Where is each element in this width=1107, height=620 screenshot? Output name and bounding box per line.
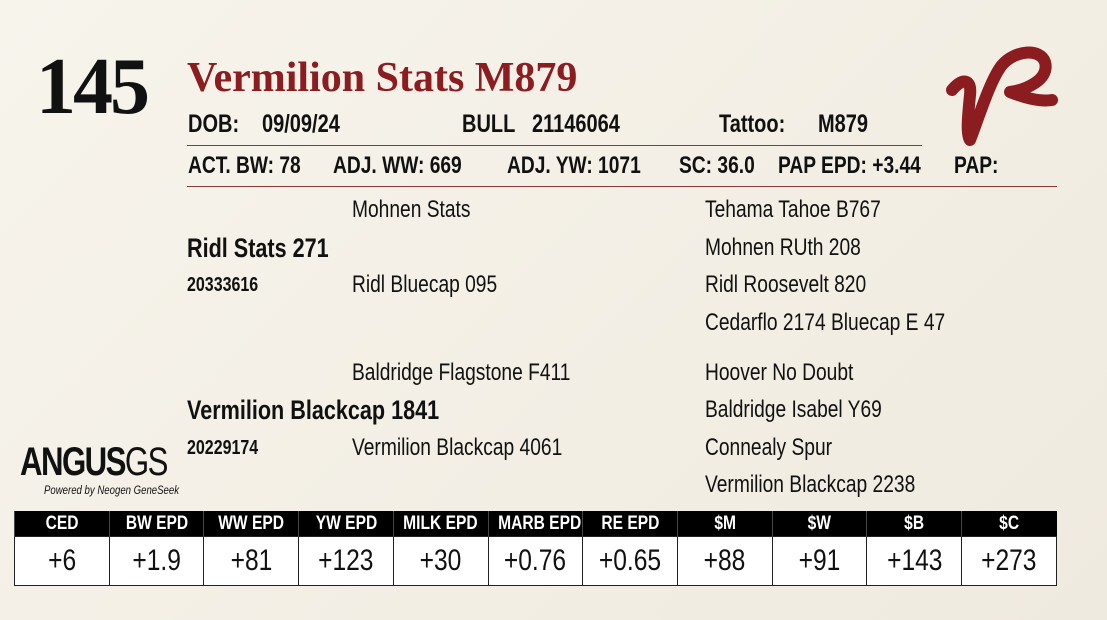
epd-header: $M [677,511,773,537]
rule [187,186,1057,187]
stat: SC: 36.0 [679,152,755,179]
epd-header: $B [866,511,962,537]
epd-table: CED BW EPD WW EPD YW EPD MILK EPD MARB EPD RE … [14,511,1057,586]
stat: ADJ. YW: 1071 [507,152,641,179]
lot-number: 145 [36,43,150,131]
sire-registration: 20333616 [187,274,259,296]
epd-header: BW EPD [108,511,204,537]
epd-value-text: +6 [47,544,76,577]
brand-mark [946,46,1058,146]
epd-header-text: MARB EPD [497,512,581,534]
epd-value: +81 [203,536,300,586]
sire-sire: Mohnen Stats [352,196,471,223]
logo: ANGUSGS [20,440,169,484]
epd-header-text: RE EPD [601,512,660,534]
epd-header-row: CED BW EPD WW EPD YW EPD MILK EPD MARB EPD RE … [14,511,1057,537]
epd-header: $C [961,511,1057,537]
epd-header: WW EPD [203,511,299,537]
epd-value-text: +273 [981,544,1037,577]
epd-header: RE EPD [582,511,678,537]
dam-registration: 20229174 [187,437,259,459]
epd-header-text: $C [999,512,1020,534]
epd-value-text: +1.9 [132,544,181,577]
epd-header-text: YW EPD [315,512,377,534]
epd-header: MILK EPD [392,511,489,537]
sire-dam: Ridl Bluecap 095 [352,271,498,298]
stat: PAP EPD: +3.44 [778,152,921,179]
dob: 09/09/24 [262,110,340,138]
epd-header: YW EPD [298,511,394,537]
grandparent: Tehama Tahoe B767 [705,196,881,223]
stat: PAP: [954,152,999,179]
epd-header-text: WW EPD [218,512,285,534]
epd-value: +0.76 [487,536,584,586]
logo-tagline: Powered by Neogen GeneSeek [44,483,180,497]
epd-value-row: +6 +1.9 +81 +123 +30 +0.76 +0.65 +88 +91 +143 +273 [14,536,1057,586]
grandparent: Cedarflo 2174 Bluecap E 47 [705,309,946,336]
logo-text: ANGUS [20,440,126,484]
dam: Vermilion Blackcap 1841 [187,395,440,425]
epd-value-text: +91 [798,544,841,577]
epd-header-text: $M [714,512,736,534]
epd-value: +143 [866,536,963,586]
grandparent: Mohnen RUth 208 [705,234,861,261]
epd-value-text: +30 [419,544,462,577]
epd-header-text: CED [45,512,79,534]
epd-value-text: +143 [886,544,943,577]
epd-value-text: +81 [230,544,273,577]
tattoo-label: Tattoo: [719,110,786,138]
epd-value: +273 [961,536,1057,586]
sex: BULL [462,110,516,138]
stat: ADJ. WW: 669 [333,152,462,179]
epd-value-text: +0.76 [504,544,567,577]
epd-value-text: +123 [318,544,374,577]
epd-header-text: $B [904,512,925,534]
dob-label: DOB: [188,110,240,138]
grandparent: Ridl Roosevelt 820 [705,271,867,298]
grandparent: Baldridge Isabel Y69 [705,396,882,423]
tattoo: M879 [818,110,869,138]
epd-header: CED [14,511,110,537]
epd-value: +6 [14,536,110,586]
grandparent: Vermilion Blackcap 2238 [705,471,916,498]
grandparent: Hoover No Doubt [705,359,854,386]
epd-header: MARB EPD [487,511,583,537]
grandparent: Connealy Spur [705,434,833,461]
dam-dam: Vermilion Blackcap 4061 [352,434,563,461]
epd-value: +1.9 [108,536,205,586]
registration: 21146064 [532,110,620,138]
epd-header: $W [771,511,867,537]
logo-suffix: GS [124,440,169,484]
dam-sire: Baldridge Flagstone F411 [352,359,571,386]
stat: ACT. BW: 78 [188,152,301,179]
epd-value: +123 [298,536,394,586]
sire: Ridl Stats 271 [187,233,329,263]
epd-value: +30 [392,536,489,586]
epd-value-text: +88 [704,544,746,577]
epd-value: +88 [677,536,773,586]
epd-value-text: +0.65 [599,544,662,577]
epd-header-text: BW EPD [125,512,188,534]
rule [187,145,922,146]
epd-value: +91 [771,536,868,586]
epd-header-text: MILK EPD [403,512,478,534]
epd-value: +0.65 [582,536,679,586]
epd-header-text: $W [807,512,832,534]
animal-name: Vermilion Stats M879 [187,55,578,101]
